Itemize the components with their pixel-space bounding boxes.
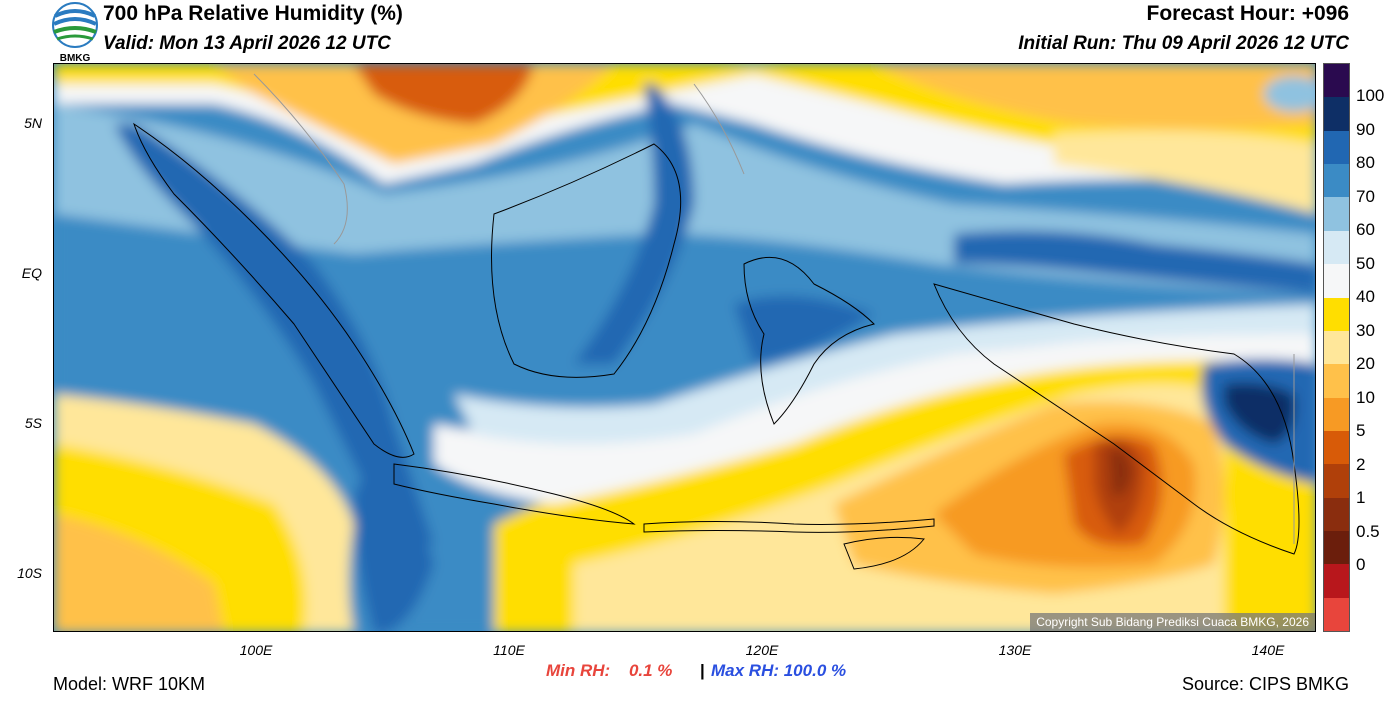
- colorbar-swatch: [1324, 597, 1349, 632]
- lon-label-130e: 130E: [998, 642, 1032, 658]
- colorbar-swatch: [1324, 531, 1349, 565]
- colorbar-swatch: [1324, 64, 1349, 98]
- chart-title: 700 hPa Relative Humidity (%): [103, 2, 403, 25]
- colorbar-swatch: [1324, 397, 1349, 431]
- colorbar-swatch: [1324, 97, 1349, 131]
- lat-label-5n: 5N: [24, 115, 42, 131]
- humidity-field: [54, 64, 1315, 631]
- min-rh-label: Min RH:: [546, 661, 611, 680]
- colorbar-label: 0: [1356, 555, 1366, 575]
- colorbar-label: 1: [1356, 488, 1366, 508]
- colorbar-label: 5: [1356, 421, 1366, 441]
- colorbar-label: 90: [1356, 119, 1375, 139]
- colorbar-label: 10: [1356, 387, 1375, 407]
- lat-label-eq: EQ: [21, 265, 42, 281]
- lon-label-120e: 120E: [745, 642, 779, 658]
- lat-label-5s: 5S: [24, 415, 42, 431]
- colorbar-swatch: [1324, 497, 1349, 532]
- colorbar-label: 50: [1356, 253, 1375, 273]
- lat-label-10s: 10S: [17, 565, 42, 581]
- colorbar-label: 30: [1356, 320, 1375, 340]
- lon-label-110e: 110E: [493, 642, 525, 658]
- min-rh-value: 0.1 %: [628, 661, 673, 680]
- forecast-hour: Forecast Hour: +096: [1146, 2, 1350, 25]
- colorbar-swatch: [1324, 464, 1349, 498]
- humidity-map: Copyright Sub Bidang Prediksi Cuaca BMKG…: [53, 63, 1316, 632]
- max-rh: Max RH: 100.0 %: [711, 661, 847, 680]
- colorbar-swatch: [1324, 297, 1349, 331]
- colorbar: [1323, 63, 1350, 632]
- bmkg-logo: BMKG: [50, 2, 100, 64]
- colorbar-swatch: [1324, 197, 1349, 231]
- min-rh: Min RH: 0.1 %: [546, 661, 672, 681]
- colorbar-label: 100: [1356, 86, 1385, 106]
- colorbar-swatch: [1324, 230, 1349, 265]
- copyright-note: Copyright Sub Bidang Prediksi Cuaca BMKG…: [1030, 613, 1315, 631]
- valid-time: Valid: Mon 13 April 2026 12 UTC: [103, 33, 391, 54]
- colorbar-label: 80: [1356, 153, 1375, 173]
- lon-label-140e: 140E: [1251, 642, 1285, 658]
- colorbar-strip: [1324, 64, 1349, 632]
- source-label: Source: CIPS BMKG: [1181, 674, 1349, 694]
- colorbar-swatch: [1324, 430, 1349, 465]
- colorbar-swatch: [1324, 330, 1349, 365]
- colorbar-swatch: [1324, 164, 1349, 198]
- colorbar-swatch: [1324, 564, 1349, 598]
- model-label: Model: WRF 10KM: [53, 674, 206, 694]
- colorbar-label: 0.5: [1356, 521, 1380, 541]
- bmkg-logo-icon: [52, 2, 98, 48]
- colorbar-swatch: [1324, 264, 1349, 298]
- colorbar-label: 60: [1356, 220, 1375, 240]
- colorbar-swatch: [1324, 130, 1349, 165]
- colorbar-label: 2: [1356, 454, 1366, 474]
- stat-separator: |: [700, 661, 705, 680]
- lon-label-100e: 100E: [239, 642, 273, 658]
- bmkg-logo-text: BMKG: [59, 53, 91, 64]
- colorbar-swatch: [1324, 364, 1349, 398]
- initial-run: Initial Run: Thu 09 April 2026 12 UTC: [1018, 33, 1349, 54]
- colorbar-label: 70: [1356, 186, 1375, 206]
- colorbar-label: 20: [1356, 354, 1375, 374]
- colorbar-label: 40: [1356, 287, 1375, 307]
